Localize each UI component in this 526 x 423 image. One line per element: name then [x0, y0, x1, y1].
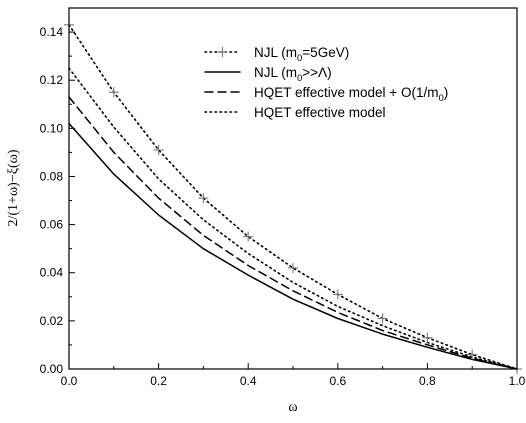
y-tick-label: 0.12: [40, 73, 64, 87]
y-tick-label: 0.00: [40, 362, 64, 376]
y-tick-labels: 0.00 0.02 0.04 0.06 0.08 0.10 0.12 0.14: [40, 25, 64, 376]
series-line-4: [68, 67, 518, 370]
y-tick-label: 0.02: [40, 314, 64, 328]
legend-entry-3: HQET effective model + O(1/m0): [204, 85, 448, 104]
legend-entry-1: NJL (m0=5GeV): [204, 45, 349, 64]
legend-label: HQET effective model: [254, 105, 386, 120]
series-1-point: [108, 87, 119, 98]
plot-frame: [68, 7, 518, 370]
y-tick-label: 0.10: [40, 121, 64, 135]
legend-entry-4: HQET effective model: [204, 105, 386, 120]
legend-label: HQET effective model + O(1/m0): [254, 85, 448, 104]
y-tick-label: 0.04: [40, 266, 64, 280]
x-tick-label: 1.0: [509, 374, 526, 388]
plot-curves: [68, 23, 518, 370]
series-1-point: [422, 332, 433, 343]
x-tick-label: 0.0: [61, 374, 78, 388]
series-line-3: [68, 96, 518, 370]
legend: NJL (m0=5GeV)NJL (m0>>Λ)HQET effective m…: [204, 45, 448, 120]
legend-entry-2: NJL (m0>>Λ): [204, 65, 332, 84]
series-line-2: [68, 122, 518, 370]
x-tick-label: 0.2: [150, 374, 167, 388]
series-line-1: [68, 23, 518, 370]
legend-label: NJL (m0>>Λ): [254, 65, 332, 84]
series-1-point: [332, 289, 343, 300]
x-tick-label: 0.6: [329, 374, 346, 388]
series-1-point: [243, 231, 254, 242]
series-1-point: [467, 349, 478, 360]
y-tick-label: 0.06: [40, 218, 64, 232]
x-tick-label: 0.8: [419, 374, 436, 388]
series-1-point: [198, 193, 209, 204]
y-axis-label: 2/(1+ω)−ξ(ω): [6, 149, 21, 226]
x-tick-label: 0.4: [240, 374, 257, 388]
axis-ticks: [68, 31, 518, 370]
y-tick-label: 0.08: [40, 169, 64, 183]
x-axis-label: ω: [288, 400, 297, 415]
series-1-point: [377, 313, 388, 324]
y-tick-label: 0.14: [40, 25, 64, 39]
series-1-point: [288, 262, 298, 273]
legend-label: NJL (m0=5GeV): [254, 45, 349, 64]
series-1-point: [153, 144, 164, 155]
x-tick-labels: 0.0 0.2 0.4 0.6 0.8 1.0: [61, 374, 526, 388]
